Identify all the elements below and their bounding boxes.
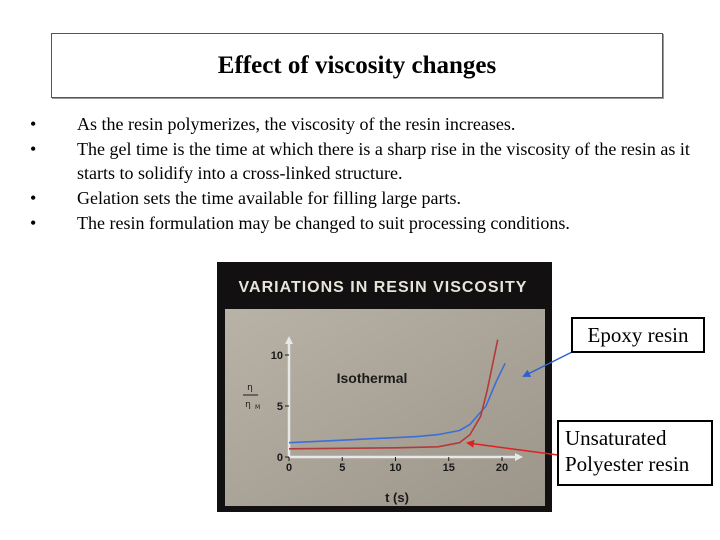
epoxy-resin-label: Epoxy resin <box>587 323 689 347</box>
bullet-item: As the resin polymerizes, the viscosity … <box>30 112 690 136</box>
x-axis-arrowhead <box>515 453 523 461</box>
epoxy-arrow <box>522 349 577 377</box>
chart-panel <box>225 309 545 506</box>
y-label-sub: M <box>255 404 260 411</box>
x-tick-label: 5 <box>339 462 345 474</box>
y-axis-arrowhead <box>285 336 293 344</box>
bullet-item: The gel time is the time at which there … <box>30 137 690 185</box>
epoxy-resin-callout: Epoxy resin <box>571 317 705 353</box>
polyester-arrow <box>466 439 559 456</box>
y-label-bottom: η <box>245 400 251 410</box>
bullet-item: The resin formulation may be changed to … <box>30 211 690 235</box>
y-label-top: η <box>247 383 253 393</box>
chart-axes: 0 5 10 15 20 0 5 10 <box>271 336 523 474</box>
x-tick-label: 10 <box>389 462 401 474</box>
polyester-resin-curve <box>288 339 499 450</box>
chart-series <box>288 339 506 450</box>
polyester-resin-callout: Unsaturated Polyester resin <box>557 420 713 486</box>
video-banner: VARIATIONS IN RESIN VISCOSITY <box>239 279 528 296</box>
slide-title-box: Effect of viscosity changes <box>51 33 663 98</box>
slide-title: Effect of viscosity changes <box>217 51 497 79</box>
x-tick-label: 0 <box>286 462 292 474</box>
y-tick-label: 0 <box>277 452 283 464</box>
y-tick-label: 10 <box>271 350 283 362</box>
isothermal-label: Isothermal <box>337 370 408 386</box>
viscosity-chart: VARIATIONS IN RESIN VISCOSITY Isothermal… <box>217 262 552 512</box>
polyester-label-line2: Polyester resin <box>565 452 690 476</box>
x-tick-label: 15 <box>443 462 455 474</box>
x-tick-label: 20 <box>496 462 508 474</box>
x-axis-label: t (s) <box>385 490 409 505</box>
polyester-label-line1: Unsaturated <box>565 426 667 450</box>
viscosity-video-frame: VARIATIONS IN RESIN VISCOSITY Isothermal… <box>217 262 552 512</box>
epoxy-resin-curve <box>288 362 506 444</box>
y-tick-label: 5 <box>277 401 283 413</box>
bullet-item: Gelation sets the time available for fil… <box>30 186 690 210</box>
bullet-list: As the resin polymerizes, the viscosity … <box>30 112 690 236</box>
